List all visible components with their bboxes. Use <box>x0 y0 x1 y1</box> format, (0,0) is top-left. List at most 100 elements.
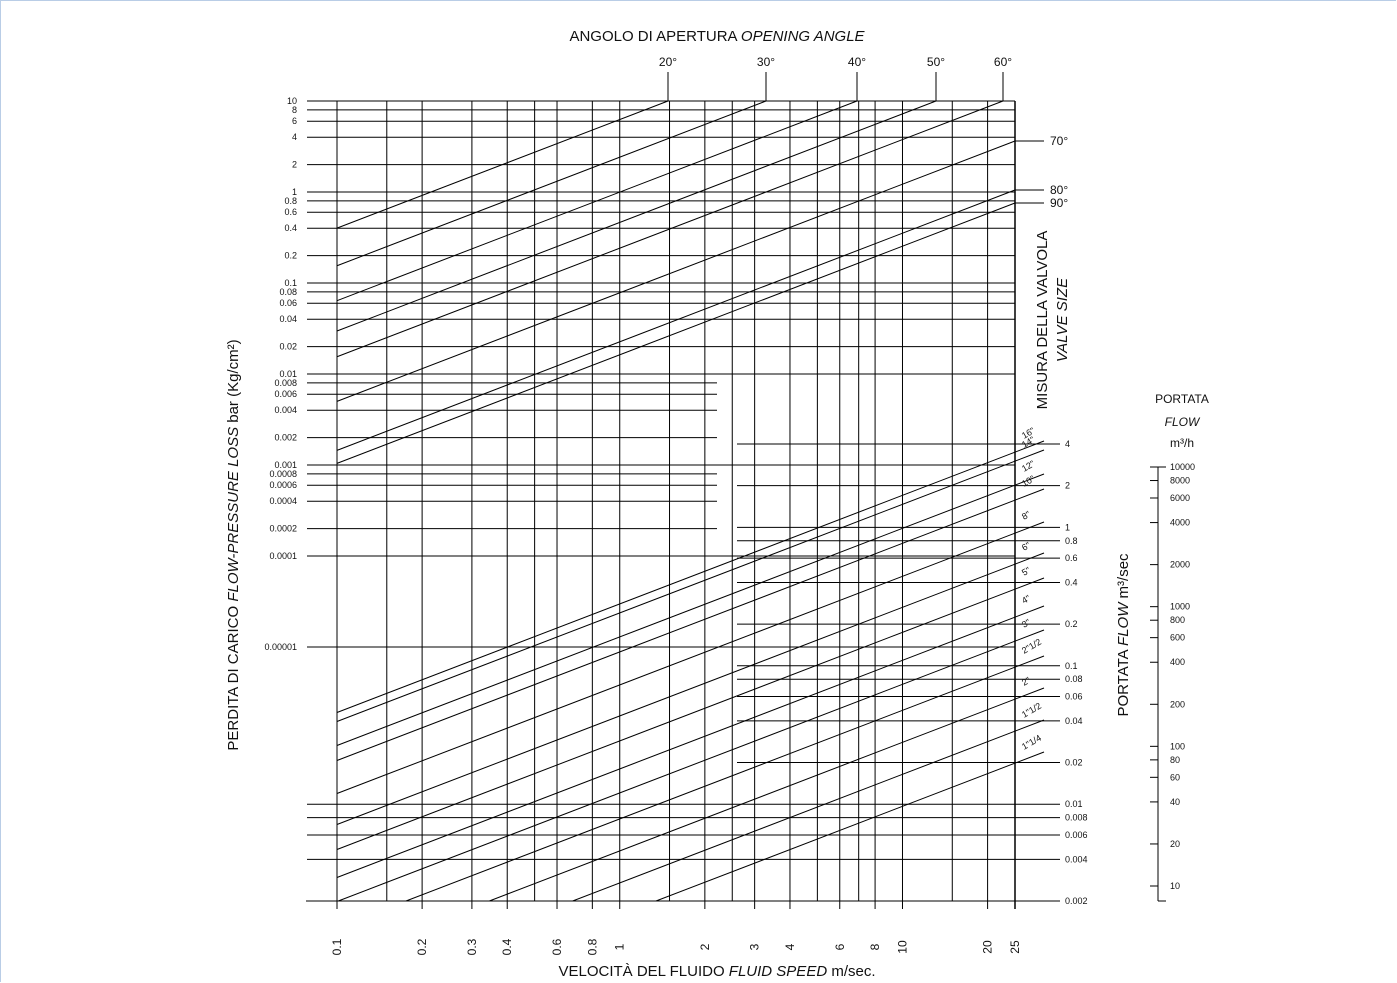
flow-tick-label: 0.006 <box>1065 830 1088 840</box>
chart-diagonals <box>336 72 1045 902</box>
flow-tick-label: 0.1 <box>1065 661 1078 671</box>
x-tick-label: 0.8 <box>585 938 599 955</box>
chart-ticks: 0.1 0.2 0.3 0.4 0.6 0.8 1 2 3 4 6 8 10 20 2510864210.8… <box>264 55 1195 955</box>
angle-diagonal <box>336 100 1004 358</box>
flow-m3h-tick-label: 40 <box>1170 797 1180 807</box>
valve-size-diagonal <box>336 521 1045 794</box>
angle-label: 80° <box>1050 183 1068 197</box>
valve-size-label: 6" <box>1020 540 1032 553</box>
pressure-tick-label: 0.4 <box>284 223 297 233</box>
valve-size-label: 3" <box>1020 617 1032 630</box>
x-tick-label: 0.2 <box>415 938 429 955</box>
flow-tick-label: 2 <box>1065 481 1070 491</box>
angle-diagonal <box>336 100 858 302</box>
x-tick-label: 0.4 <box>500 938 514 955</box>
flow-tick-label: 0.02 <box>1065 758 1083 768</box>
angle-label: 70° <box>1050 134 1068 148</box>
valve-size-label: 4" <box>1020 593 1032 606</box>
angle-diagonal <box>336 100 937 332</box>
angle-label: 60° <box>994 55 1012 69</box>
valve-size-diagonal <box>336 473 1045 746</box>
pressure-tick-label: 0.008 <box>274 378 297 388</box>
flow-rotated-label: PORTATA FLOW m³/sec <box>1115 553 1132 717</box>
x-tick-label: 0.3 <box>465 938 479 955</box>
pressure-tick-label: 0.8 <box>284 196 297 206</box>
angle-diagonal <box>336 100 669 229</box>
valve-size-label: 1"1/2 <box>1020 701 1043 720</box>
x-tick-label: 2 <box>698 943 712 950</box>
angle-label: 30° <box>757 55 775 69</box>
flow-tick-label: 0.08 <box>1065 674 1083 684</box>
chart-grid <box>306 100 1166 909</box>
pressure-tick-label: 0.02 <box>279 342 297 352</box>
valve-size-label: 2"1/2 <box>1020 637 1043 656</box>
pressure-tick-label: 0.001 <box>274 460 297 470</box>
pressure-tick-label: 0.004 <box>274 405 297 415</box>
flow-m3h-tick-label: 800 <box>1170 615 1185 625</box>
valve-size-label: MISURA DELLA VALVOLA VALVE SIZE <box>1034 231 1071 410</box>
pressure-tick-label: 0.08 <box>279 287 297 297</box>
x-tick-label: 8 <box>868 943 882 950</box>
valve-size-label: 10" <box>1020 473 1036 488</box>
flow-m3h-tick-label: 4000 <box>1170 518 1190 528</box>
flow-tick-label: 0.6 <box>1065 553 1078 563</box>
flow-tick-label: 0.8 <box>1065 536 1078 546</box>
flow-m3h-tick-label: 8000 <box>1170 476 1190 486</box>
pressure-tick-label: 0.01 <box>279 369 297 379</box>
x-axis-label: VELOCITÀ DEL FLUIDO FLUID SPEED m/sec. <box>558 963 875 980</box>
pressure-tick-label: 0.2 <box>284 251 297 261</box>
x-tick-label: 6 <box>833 943 847 950</box>
flow-tick-label: 4 <box>1065 439 1070 449</box>
valve-size-diagonal <box>655 751 1045 902</box>
flow-m3h-tick-label: 100 <box>1170 741 1185 751</box>
pressure-tick-label: 0.6 <box>284 207 297 217</box>
flow-m3h-tick-label: 1000 <box>1170 602 1190 612</box>
valve-size-diagonal <box>338 629 1045 902</box>
flow-unit-label: m³/h <box>1170 436 1194 450</box>
angle-diagonal <box>336 100 767 267</box>
valve-size-diagonal <box>336 440 1045 713</box>
x-tick-label: 20 <box>981 940 995 954</box>
valve-size-diagonal <box>405 655 1045 902</box>
pressure-tick-label: 0.0004 <box>269 496 297 506</box>
pressure-tick-label: 4 <box>292 132 297 142</box>
angle-diagonal <box>336 189 1016 451</box>
flow-label-title: PORTATA <box>1155 392 1209 406</box>
y-axis-label: PERDITA DI CARICO FLOW-PRESSURE LOSS bar… <box>225 339 242 750</box>
x-tick-label: 0.1 <box>330 938 344 955</box>
flow-tick-label: 0.04 <box>1065 716 1083 726</box>
flow-m3h-tick-label: 80 <box>1170 755 1180 765</box>
valve-size-diagonal <box>336 605 1045 878</box>
pressure-tick-label: 6 <box>292 116 297 126</box>
flow-tick-label: 0.06 <box>1065 692 1083 702</box>
valve-size-label: 2" <box>1020 675 1032 688</box>
valve-size-label: 5" <box>1020 565 1032 578</box>
valve-size-diagonal <box>336 552 1045 825</box>
x-tick-label: 0.6 <box>550 938 564 955</box>
flow-tick-label: 0.008 <box>1065 813 1088 823</box>
flow-tick-label: 0.01 <box>1065 799 1083 809</box>
flow-tick-label: 0.004 <box>1065 854 1088 864</box>
valve-size-diagonal <box>336 488 1045 761</box>
flow-m3h-tick-label: 60 <box>1170 772 1180 782</box>
angle-diagonal <box>336 140 1016 402</box>
flow-m3h-tick-label: 6000 <box>1170 493 1190 503</box>
pressure-tick-label: 0.1 <box>284 278 297 288</box>
flow-tick-label: 1 <box>1065 522 1070 532</box>
pressure-tick-label: 0.006 <box>274 389 297 399</box>
valve-size-diagonal <box>336 449 1045 722</box>
angle-label: 20° <box>659 55 677 69</box>
flow-tick-label: 0.002 <box>1065 896 1088 906</box>
flow-tick-label: 0.4 <box>1065 577 1078 587</box>
pressure-tick-label: 0.0002 <box>269 524 297 534</box>
flow-m3h-tick-label: 400 <box>1170 657 1185 667</box>
angle-diagonal <box>336 202 1016 464</box>
x-tick-label: 4 <box>783 943 797 950</box>
valve-size-diagonal <box>489 687 1045 902</box>
flow-label-sub: FLOW <box>1165 415 1201 429</box>
pressure-tick-label: 0.04 <box>279 314 297 324</box>
valve-size-label: 12" <box>1020 458 1036 473</box>
flow-tick-label: 0.2 <box>1065 619 1078 629</box>
